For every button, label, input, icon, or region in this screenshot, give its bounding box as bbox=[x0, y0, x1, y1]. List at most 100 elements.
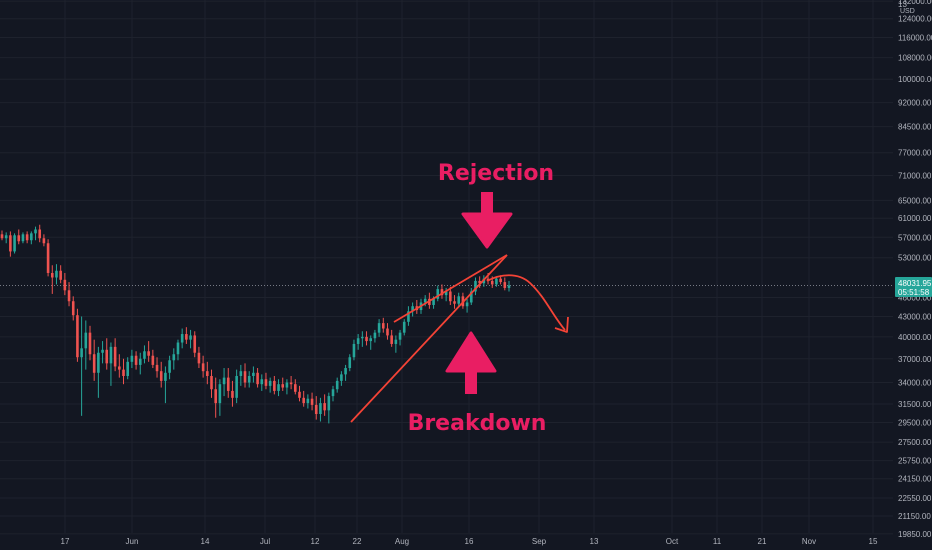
candle bbox=[440, 284, 444, 299]
candle bbox=[9, 231, 12, 257]
time-tick-label: Aug bbox=[395, 537, 409, 546]
price-tick-label: 71000.00 bbox=[898, 172, 932, 181]
wedge-lower-trendline[interactable] bbox=[350, 254, 508, 423]
up-arrow-icon bbox=[445, 331, 497, 394]
candle bbox=[373, 329, 377, 343]
candle bbox=[268, 377, 272, 393]
candle bbox=[260, 374, 264, 391]
price-tick-label: 22550.00 bbox=[898, 494, 932, 503]
candle bbox=[348, 354, 352, 372]
candle bbox=[105, 338, 109, 370]
candle bbox=[138, 352, 142, 375]
candle-body bbox=[0, 234, 4, 239]
candle bbox=[201, 355, 205, 378]
price-tick-label: 116000.00 bbox=[898, 34, 932, 43]
candle-body bbox=[381, 323, 385, 329]
candle-body bbox=[101, 349, 104, 353]
candle bbox=[113, 338, 117, 372]
candle bbox=[281, 377, 285, 391]
candle bbox=[159, 361, 163, 388]
candle-body bbox=[80, 348, 83, 358]
price-axis[interactable]: USD 13 19850.00 21150.00 22550.00 24150.00 2… bbox=[898, 0, 932, 539]
candle-body bbox=[402, 321, 406, 333]
candle bbox=[88, 325, 92, 361]
candle-body bbox=[398, 332, 402, 340]
candle-body bbox=[84, 332, 88, 349]
candle-body bbox=[193, 335, 197, 353]
candle-body bbox=[46, 243, 50, 273]
candle bbox=[327, 392, 331, 424]
candle bbox=[193, 331, 197, 358]
candle bbox=[361, 331, 364, 347]
price-tick-label: 108000.00 bbox=[898, 54, 932, 63]
candle-body bbox=[34, 229, 37, 234]
rejection-label: Rejection bbox=[438, 161, 554, 186]
candle-body bbox=[113, 346, 117, 367]
candle-body bbox=[323, 403, 326, 411]
candle-body bbox=[449, 291, 452, 302]
price-tick-label: 84500.00 bbox=[898, 123, 932, 132]
candle bbox=[0, 230, 4, 241]
candle-body bbox=[495, 278, 498, 285]
currency-label: USD bbox=[900, 8, 915, 15]
candle bbox=[302, 390, 305, 407]
candle-body bbox=[4, 235, 8, 239]
price-tick-label: 65000.00 bbox=[898, 196, 932, 205]
candle-body bbox=[9, 235, 12, 252]
candle-body bbox=[314, 404, 318, 414]
candle-body bbox=[130, 355, 134, 362]
candle-body bbox=[407, 311, 410, 322]
candle-body bbox=[25, 234, 29, 241]
trend-drawings bbox=[350, 254, 569, 423]
candle bbox=[398, 329, 402, 346]
candle bbox=[38, 224, 42, 243]
candle-body bbox=[507, 285, 511, 288]
candle-body bbox=[386, 328, 389, 336]
candle-body bbox=[503, 282, 507, 288]
candle-body bbox=[273, 380, 276, 391]
price-tick-label: 25750.00 bbox=[898, 457, 932, 466]
candle-body bbox=[331, 389, 335, 397]
candle bbox=[226, 368, 230, 398]
candle-body bbox=[105, 349, 109, 364]
candle bbox=[143, 345, 146, 364]
candle bbox=[222, 368, 226, 397]
candle-body bbox=[302, 397, 305, 404]
projected-path[interactable] bbox=[486, 274, 566, 331]
candle bbox=[285, 379, 289, 395]
candle bbox=[310, 392, 314, 411]
candle bbox=[323, 394, 326, 416]
candle-body bbox=[252, 372, 255, 376]
price-tick-label: 53000.00 bbox=[898, 254, 932, 263]
candle bbox=[474, 277, 477, 296]
candle-body bbox=[306, 398, 310, 404]
candle bbox=[507, 280, 511, 292]
candle bbox=[206, 361, 209, 385]
candle bbox=[436, 285, 440, 302]
candle bbox=[172, 348, 176, 370]
candle bbox=[340, 371, 343, 386]
price-tick-label: 29500.00 bbox=[898, 418, 932, 427]
candle bbox=[352, 339, 356, 361]
candle bbox=[478, 276, 481, 288]
candle bbox=[134, 351, 138, 370]
candle-body bbox=[436, 289, 440, 299]
candle-body bbox=[134, 355, 138, 365]
candle bbox=[185, 327, 188, 344]
candle-body bbox=[226, 377, 230, 391]
candle-body bbox=[88, 332, 92, 355]
time-axis[interactable]: 17 Jun 14 Jul 12 22 Aug 16 Sep 13 Oct 11 21 Nov 15 bbox=[61, 537, 878, 546]
price-tick-label: 132000.00 bbox=[898, 0, 932, 6]
price-tick-partial: 13 bbox=[898, 0, 907, 9]
candle-body bbox=[264, 379, 268, 386]
candle-body bbox=[176, 342, 180, 355]
price-tick-label: 21150.00 bbox=[898, 512, 931, 521]
candle-body bbox=[453, 301, 456, 304]
candle-body bbox=[151, 355, 155, 365]
candle bbox=[319, 397, 322, 422]
wedge-upper-trendline[interactable] bbox=[393, 254, 508, 323]
candle-body bbox=[189, 335, 192, 340]
candle bbox=[356, 334, 360, 350]
current-price-tag: 48031.95 05:51:58 bbox=[895, 277, 932, 297]
